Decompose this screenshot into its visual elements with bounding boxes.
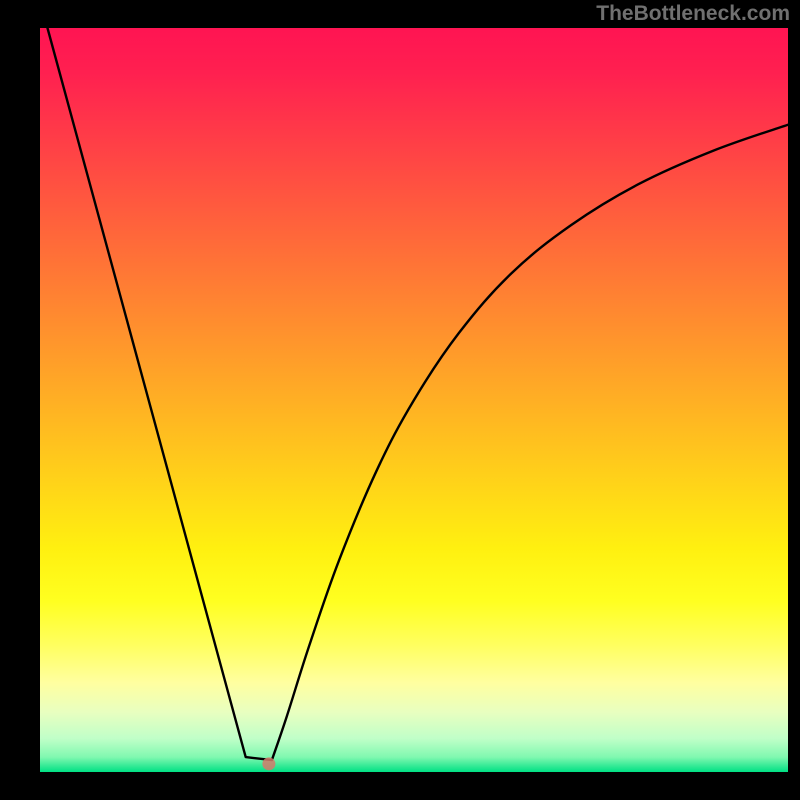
watermark-text: TheBottleneck.com bbox=[596, 2, 790, 26]
optimal-point-marker bbox=[262, 757, 275, 770]
